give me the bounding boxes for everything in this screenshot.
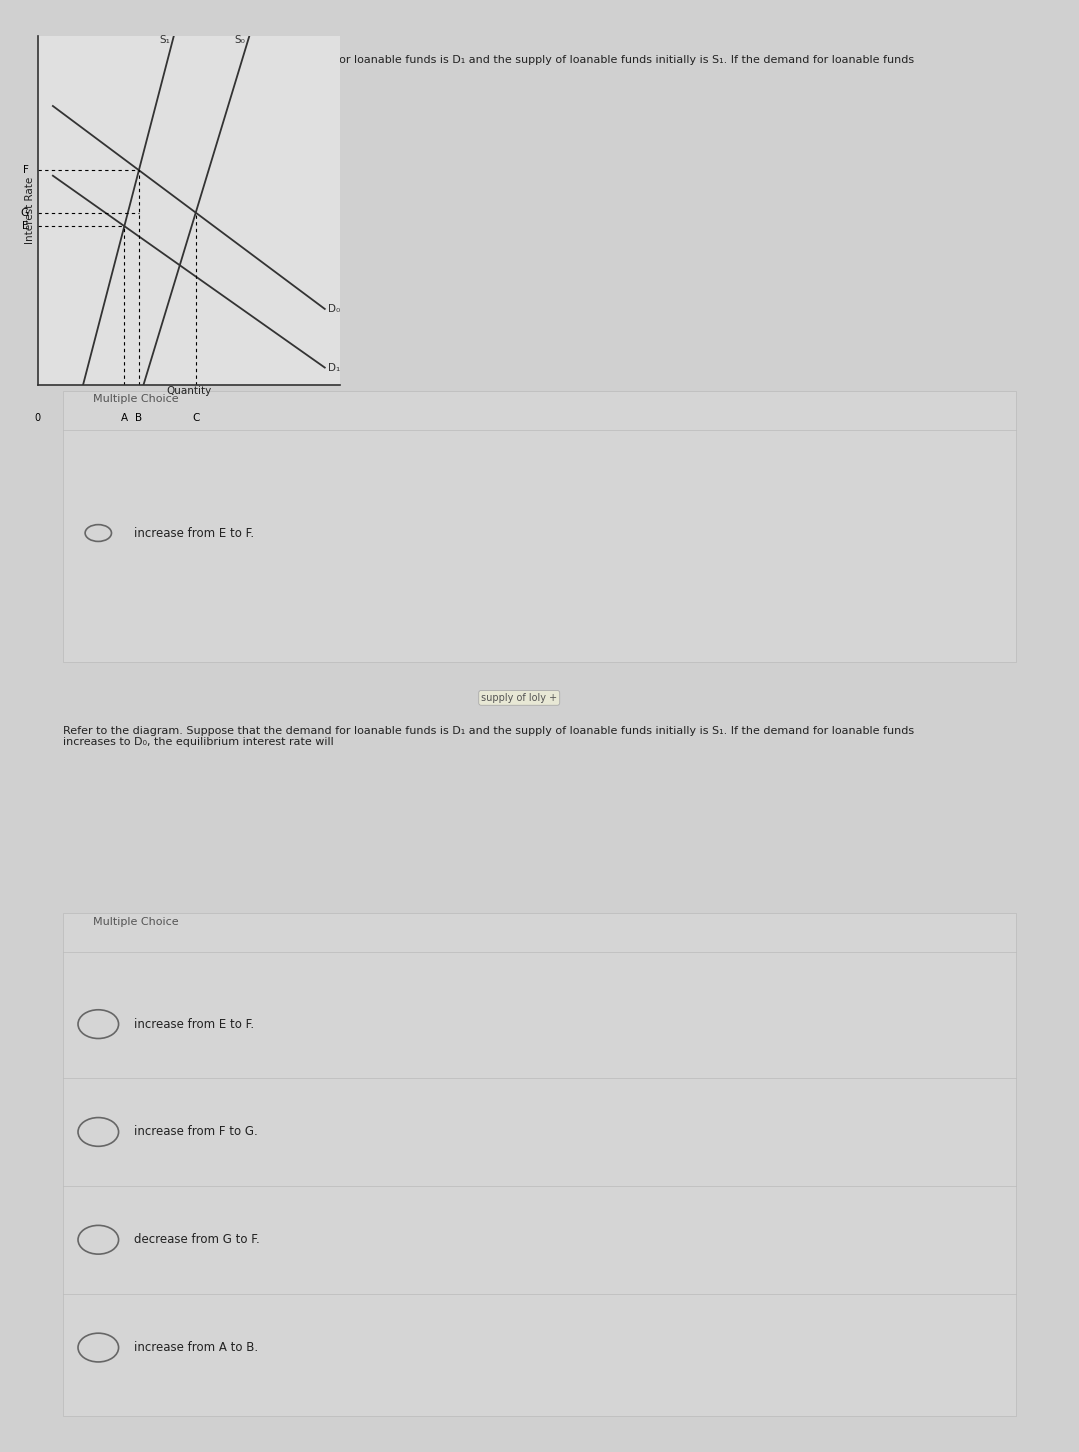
FancyBboxPatch shape [63,391,1016,662]
Text: C: C [192,412,200,423]
Text: D₀: D₀ [328,303,340,314]
X-axis label: Quantity: Quantity [166,386,211,396]
Text: Refer to the diagram. Suppose that the demand for loanable funds is D₁ and the s: Refer to the diagram. Suppose that the d… [63,55,914,77]
Text: supply of loly +: supply of loly + [481,693,557,703]
Text: 0: 0 [35,412,41,423]
FancyBboxPatch shape [63,913,1016,1416]
Text: increase from A to B.: increase from A to B. [134,1342,258,1355]
Text: S₀: S₀ [235,35,246,45]
Text: decrease from G to F.: decrease from G to F. [134,1233,260,1246]
Text: increase from E to F.: increase from E to F. [134,527,254,540]
Text: G: G [21,208,29,218]
Text: A: A [121,412,128,423]
Text: D₁: D₁ [328,363,340,373]
Text: increase from F to G.: increase from F to G. [134,1125,258,1138]
Text: S₁: S₁ [160,35,170,45]
Text: E: E [23,221,29,231]
Text: increase from E to F.: increase from E to F. [134,1018,254,1031]
Y-axis label: Interest Rate: Interest Rate [25,177,35,244]
Text: B: B [135,412,142,423]
Text: Multiple Choice: Multiple Choice [93,393,179,404]
Text: F: F [23,166,29,176]
Text: Refer to the diagram. Suppose that the demand for loanable funds is D₁ and the s: Refer to the diagram. Suppose that the d… [63,726,914,748]
Text: Multiple Choice: Multiple Choice [93,918,179,926]
